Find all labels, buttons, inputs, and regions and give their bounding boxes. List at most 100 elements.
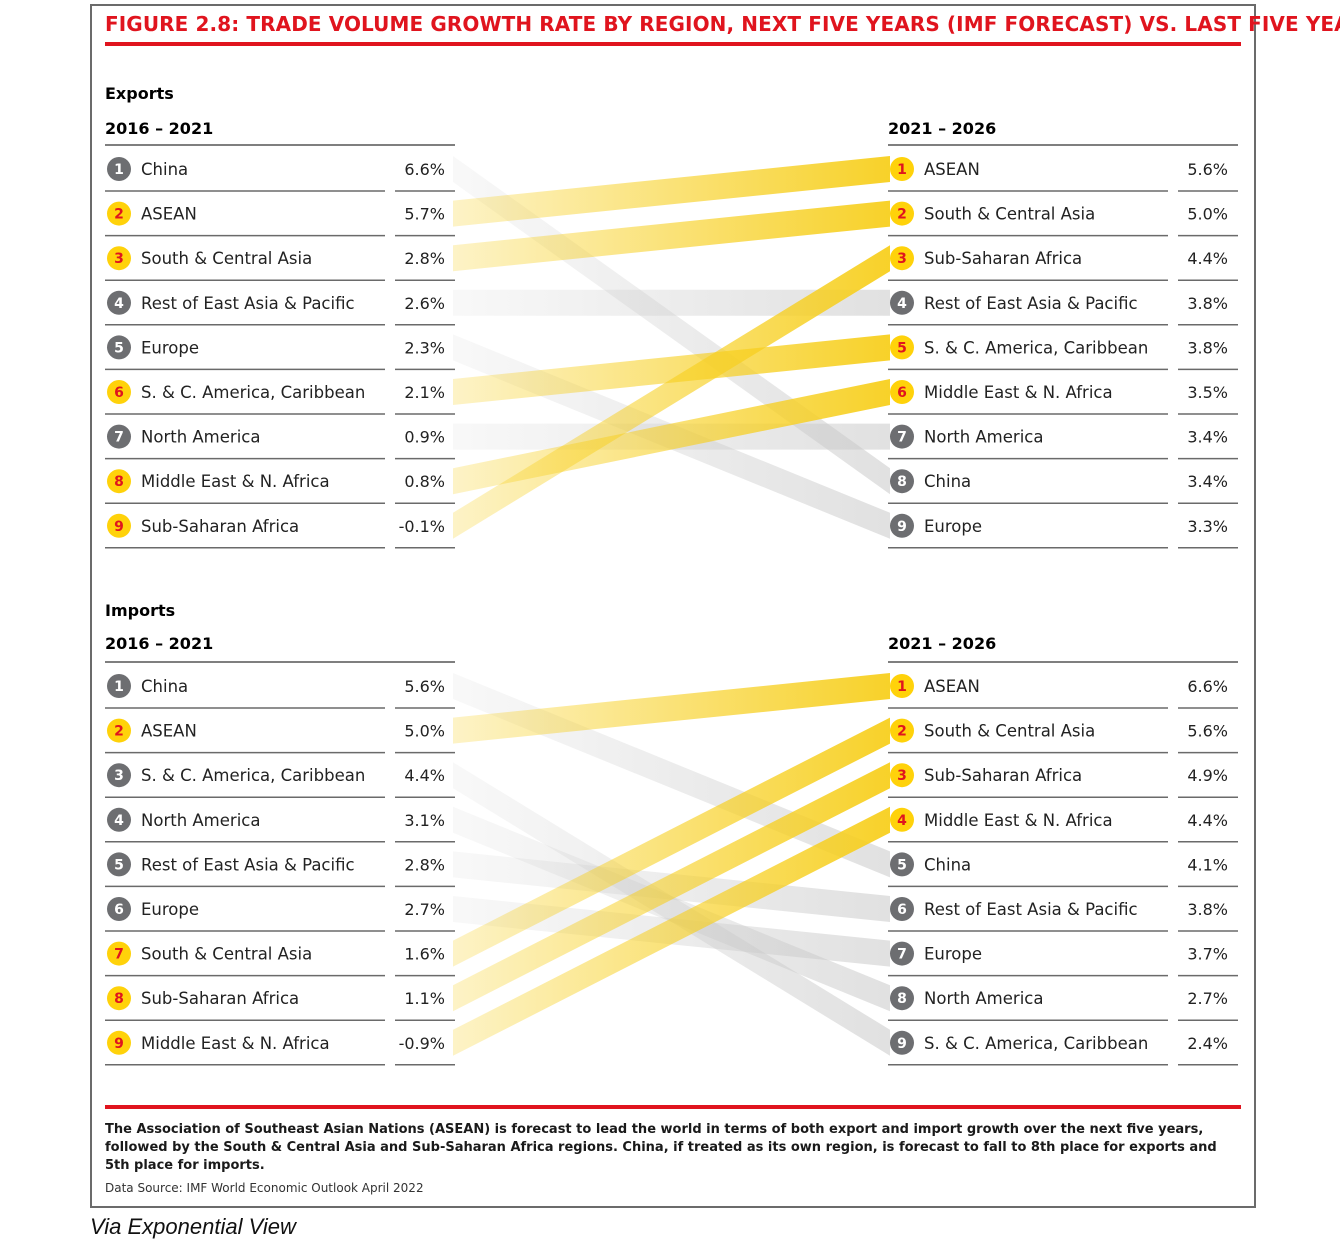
right-row: 1 ASEAN 6.6% [888, 674, 1238, 709]
region-label: Europe [141, 900, 199, 919]
region-label: Sub-Saharan Africa [141, 989, 299, 1008]
left-row: 5 Europe 2.3% [105, 335, 455, 371]
right-row: 2 South & Central Asia 5.6% [888, 718, 1238, 754]
region-label: ASEAN [141, 722, 197, 741]
region-label: China [141, 160, 188, 179]
rank-number: 8 [897, 474, 907, 490]
rank-badge [890, 807, 914, 832]
value-label: 3.8% [1187, 338, 1228, 357]
right-row: 3 Sub-Saharan Africa 4.4% [888, 246, 1238, 281]
rank-badge [107, 290, 131, 315]
left-period-label: 2016 – 2021 [105, 634, 213, 653]
title-rule [105, 42, 1241, 46]
rank-badge [107, 201, 131, 226]
value-label: 3.7% [1187, 945, 1228, 964]
section-title: Exports [105, 84, 174, 103]
rank-badge [890, 986, 914, 1011]
ribbon-north-america [453, 806, 890, 1012]
value-label: -0.9% [399, 1034, 445, 1053]
rank-number: 3 [114, 251, 124, 267]
rank-number: 1 [114, 162, 124, 178]
rank-number: 6 [114, 385, 124, 401]
region-label: ASEAN [924, 160, 980, 179]
rank-badge [890, 469, 914, 494]
right-row: 1 ASEAN 5.6% [888, 157, 1238, 192]
rank-badge [890, 335, 914, 360]
right-row: 9 Europe 3.3% [888, 513, 1238, 549]
value-label: 4.1% [1187, 855, 1228, 874]
rank-badge [107, 986, 131, 1011]
value-label: 2.4% [1187, 1034, 1228, 1053]
ribbon-south-central-asia [453, 200, 890, 272]
rank-badge [107, 807, 131, 832]
region-label: Middle East & N. Africa [141, 1034, 330, 1053]
rank-number: 8 [897, 991, 907, 1007]
value-label: 5.7% [404, 205, 445, 224]
left-row: 2 ASEAN 5.7% [105, 201, 455, 237]
rank-number: 9 [114, 1036, 124, 1052]
value-label: 3.8% [1187, 900, 1228, 919]
region-label: S. & C. America, Caribbean [141, 383, 365, 402]
region-label: S. & C. America, Caribbean [141, 766, 365, 785]
rank-badge [107, 674, 131, 698]
footnote-rule [105, 1105, 1241, 1109]
right-period-label: 2021 – 2026 [888, 634, 996, 653]
rank-badge [107, 424, 131, 449]
rank-badge [107, 852, 131, 877]
value-label: 5.6% [404, 677, 445, 696]
rank-number: 1 [897, 162, 907, 178]
ribbon-sub-saharan-africa [453, 762, 890, 1012]
region-label: Sub-Saharan Africa [924, 766, 1082, 785]
rank-number: 2 [114, 724, 124, 740]
left-row: 9 Sub-Saharan Africa -0.1% [105, 513, 455, 549]
rank-badge [890, 763, 914, 788]
left-row: 5 Rest of East Asia & Pacific 2.8% [105, 852, 455, 888]
right-row: 2 South & Central Asia 5.0% [888, 201, 1238, 237]
value-label: 1.6% [404, 945, 445, 964]
region-label: S. & C. America, Caribbean [924, 1034, 1148, 1053]
rank-badge [890, 852, 914, 877]
figure-title: FIGURE 2.8: TRADE VOLUME GROWTH RATE BY … [105, 12, 1340, 36]
value-label: 3.1% [404, 811, 445, 830]
rank-badge [890, 941, 914, 966]
ribbon-asean [453, 673, 890, 744]
rank-number: 8 [114, 474, 124, 490]
region-label: China [924, 855, 971, 874]
value-label: 2.6% [404, 294, 445, 313]
region-label: ASEAN [141, 205, 197, 224]
figure-frame [90, 4, 1256, 1208]
rank-number: 7 [897, 947, 907, 963]
region-label: Europe [924, 945, 982, 964]
slope-section-exports: Exports 2016 – 2021 2021 – 2026 1 China 6.6% 2… [105, 84, 1238, 549]
right-row: 5 S. & C. America, Caribbean 3.8% [888, 335, 1238, 371]
rank-number: 2 [897, 207, 907, 223]
right-row: 8 China 3.4% [888, 469, 1238, 504]
value-label: 3.4% [1187, 472, 1228, 491]
region-label: China [924, 472, 971, 491]
right-row: 6 Rest of East Asia & Pacific 3.8% [888, 897, 1238, 932]
rank-badge [890, 1030, 914, 1055]
footnote: The Association of Southeast Asian Natio… [105, 1122, 1217, 1173]
region-label: Sub-Saharan Africa [141, 517, 299, 536]
region-label: Europe [141, 338, 199, 357]
ribbon-middle-east-n-africa [453, 806, 890, 1056]
region-label: S. & C. America, Caribbean [924, 338, 1148, 357]
rank-badge [107, 941, 131, 966]
rank-badge [890, 513, 914, 538]
value-label: 4.4% [1187, 811, 1228, 830]
value-label: 2.1% [404, 383, 445, 402]
rank-badge [890, 380, 914, 404]
region-label: Rest of East Asia & Pacific [924, 294, 1138, 313]
left-row: 3 S. & C. America, Caribbean 4.4% [105, 763, 455, 798]
region-label: South & Central Asia [141, 249, 312, 268]
rank-number: 7 [114, 430, 124, 446]
rank-number: 3 [897, 251, 907, 267]
ribbon-asean [453, 156, 890, 227]
value-label: 5.0% [1187, 205, 1228, 224]
left-row: 7 North America 0.9% [105, 424, 455, 460]
region-label: North America [924, 989, 1043, 1008]
rank-badge [890, 897, 914, 921]
left-row: 1 China 6.6% [105, 157, 455, 192]
rank-badge [107, 469, 131, 494]
value-label: 2.7% [1187, 989, 1228, 1008]
